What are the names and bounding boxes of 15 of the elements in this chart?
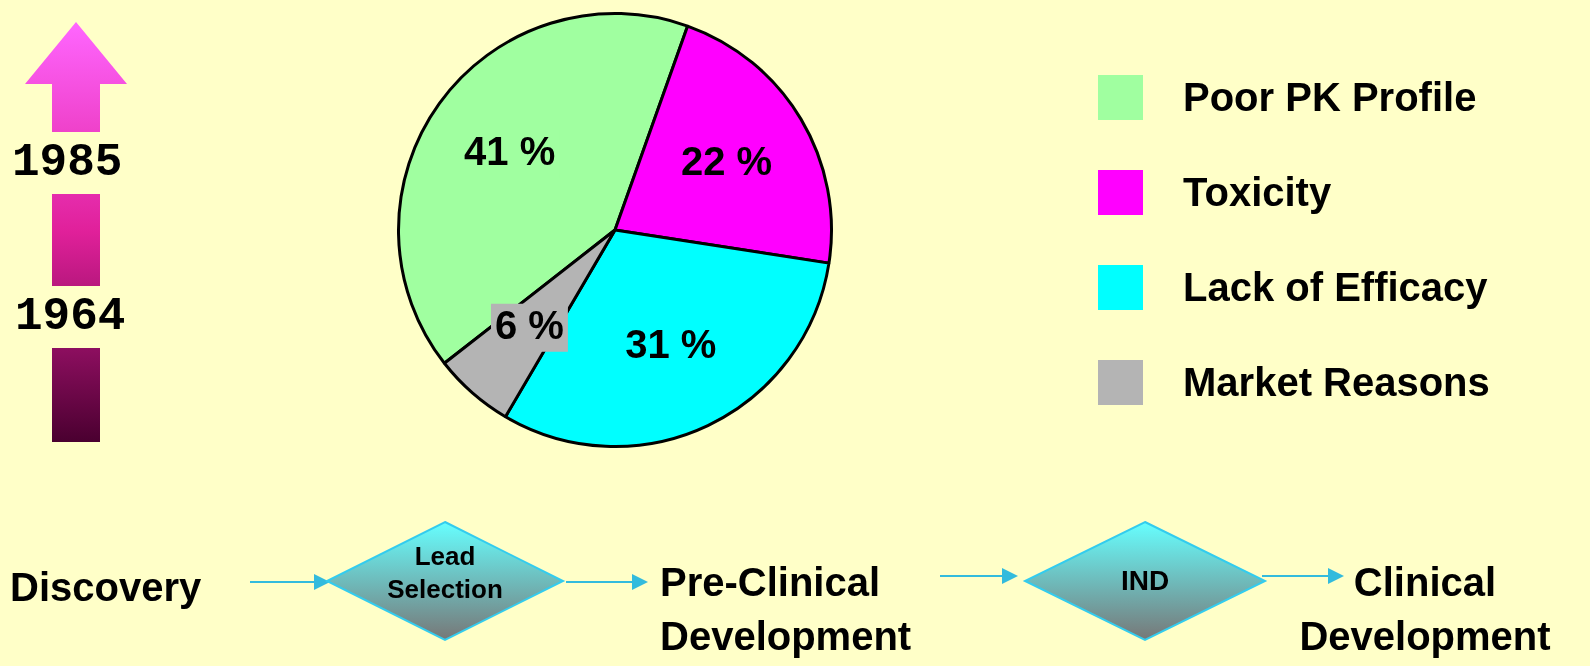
legend-label: Poor PK Profile	[1183, 75, 1477, 120]
data-label: 6 %	[494, 302, 564, 347]
data-label: 31 %	[625, 322, 717, 367]
legend-label: Market Reasons	[1183, 360, 1490, 405]
data-label: 22 %	[680, 138, 773, 183]
text: 1985	[12, 132, 136, 195]
text: Lead Selection	[386, 540, 504, 605]
text: 1964	[15, 286, 139, 349]
text: Discovery	[10, 564, 203, 611]
legend-label: Toxicity	[1183, 170, 1332, 215]
text: Pre-Clinical Development	[660, 559, 913, 660]
text: Clinical Development	[1298, 559, 1552, 660]
legend-label: Lack of Efficacy	[1183, 265, 1488, 310]
data-label: 41 %	[464, 129, 556, 174]
text: IND	[1119, 564, 1171, 598]
